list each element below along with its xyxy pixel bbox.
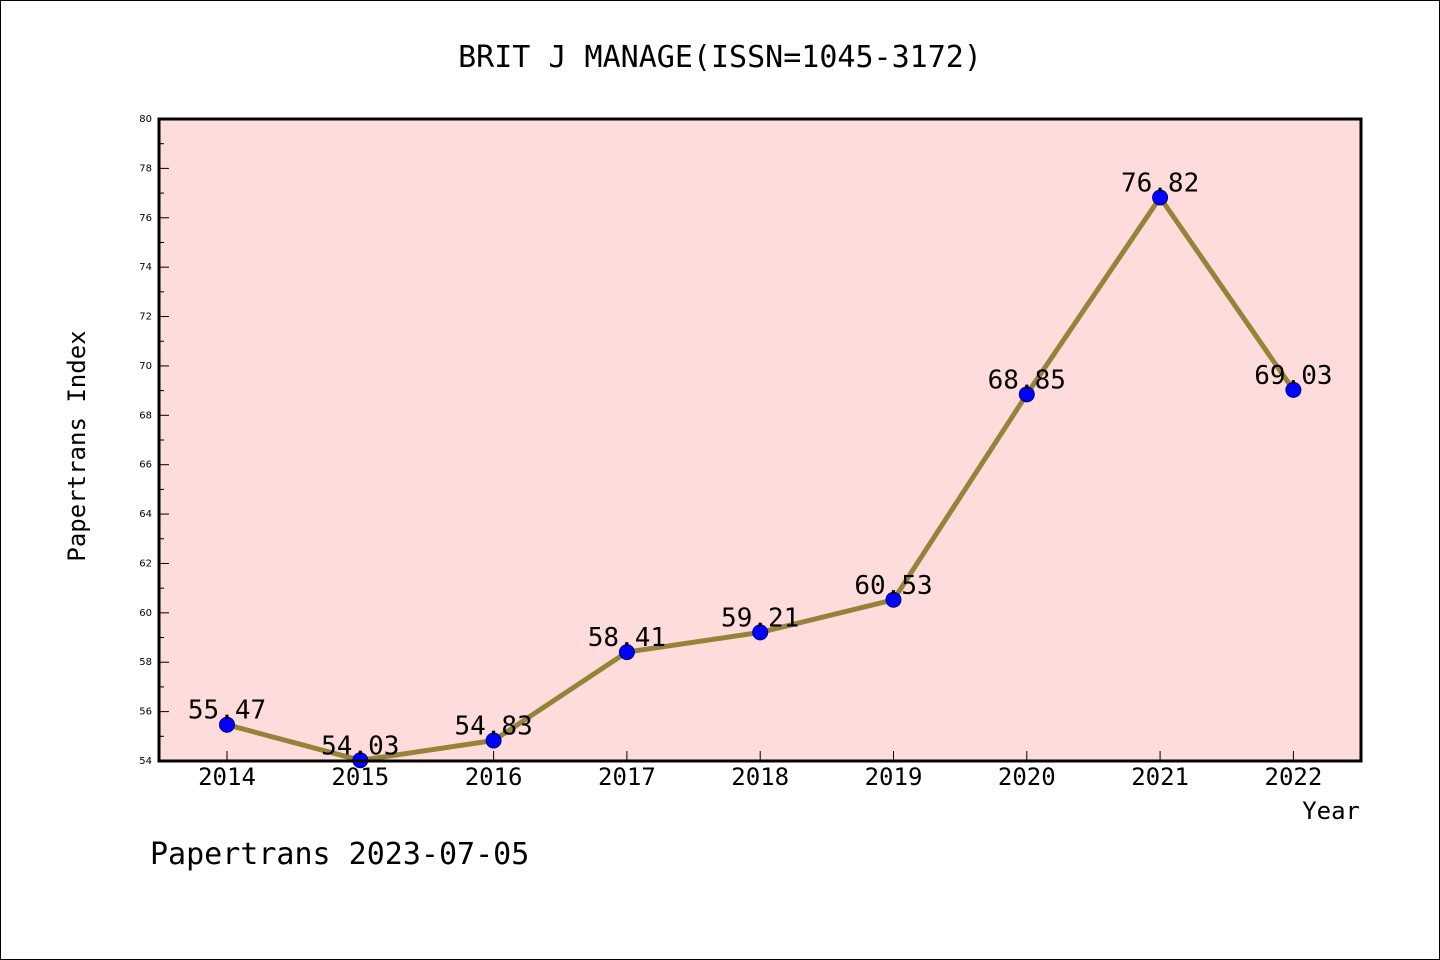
y-tick-label: 60	[139, 608, 152, 619]
x-tick-label: 2020	[998, 763, 1056, 791]
x-tick-label: 2018	[731, 763, 789, 791]
data-label: 76.82	[1121, 169, 1199, 199]
plot-area	[159, 119, 1361, 761]
data-label: 68.85	[988, 365, 1066, 395]
y-tick-label: 62	[139, 558, 152, 569]
data-label: 54.03	[321, 731, 399, 761]
data-label: 69.03	[1254, 361, 1332, 391]
y-tick-label: 72	[139, 312, 152, 323]
data-point	[1285, 381, 1302, 398]
x-tick-label: 2017	[598, 763, 656, 791]
y-tick-label: 78	[139, 163, 152, 174]
data-point	[752, 624, 769, 641]
x-axis: 2014 2015 2016 2017 2018 2019 2020 2021 2022	[198, 751, 1322, 791]
x-tick-label: 2022	[1265, 763, 1323, 791]
data-label: 54.83	[454, 712, 532, 742]
y-tick-label: 80	[139, 114, 152, 125]
x-tick-label: 2016	[465, 763, 523, 791]
y-tick-label: 74	[139, 262, 152, 273]
y-tick-label: 70	[139, 361, 152, 372]
y-tick-label: 58	[139, 657, 152, 668]
x-tick-label: 2014	[198, 763, 256, 791]
y-tick-label: 56	[139, 707, 152, 718]
x-axis-label: Year	[1302, 797, 1360, 825]
y-tick-label: 66	[139, 460, 152, 471]
data-point	[1152, 189, 1169, 206]
data-label: 60.53	[854, 571, 932, 601]
plot-border	[157, 117, 1363, 763]
data-point	[618, 644, 635, 661]
data-label: 59.21	[721, 603, 799, 633]
chart-title: BRIT J MANAGE(ISSN=1045-3172)	[458, 40, 982, 75]
y-tick-label: 64	[139, 509, 152, 520]
series-papertrans-index: 55.47 54.03 54.83 58.41 59.21 60.53 68.85 76.82…	[188, 169, 1333, 769]
y-tick-label: 54	[139, 756, 152, 767]
footer-text: Papertrans 2023-07-05	[150, 837, 529, 872]
y-axis-label: Papertrans Index	[63, 330, 91, 561]
y-tick-label: 76	[139, 213, 152, 224]
x-tick-label: 2019	[865, 763, 923, 791]
data-label: 55.47	[188, 696, 266, 726]
data-point	[219, 716, 235, 733]
data-point	[885, 591, 902, 608]
data-label: 58.41	[588, 623, 666, 653]
y-axis: 54 56 58 60 62 64 66 68 70 72 74 76 78 80	[139, 114, 169, 767]
x-tick-label: 2021	[1131, 763, 1189, 791]
data-point	[1018, 386, 1035, 403]
y-tick-label: 68	[139, 410, 152, 421]
data-point	[485, 732, 502, 749]
